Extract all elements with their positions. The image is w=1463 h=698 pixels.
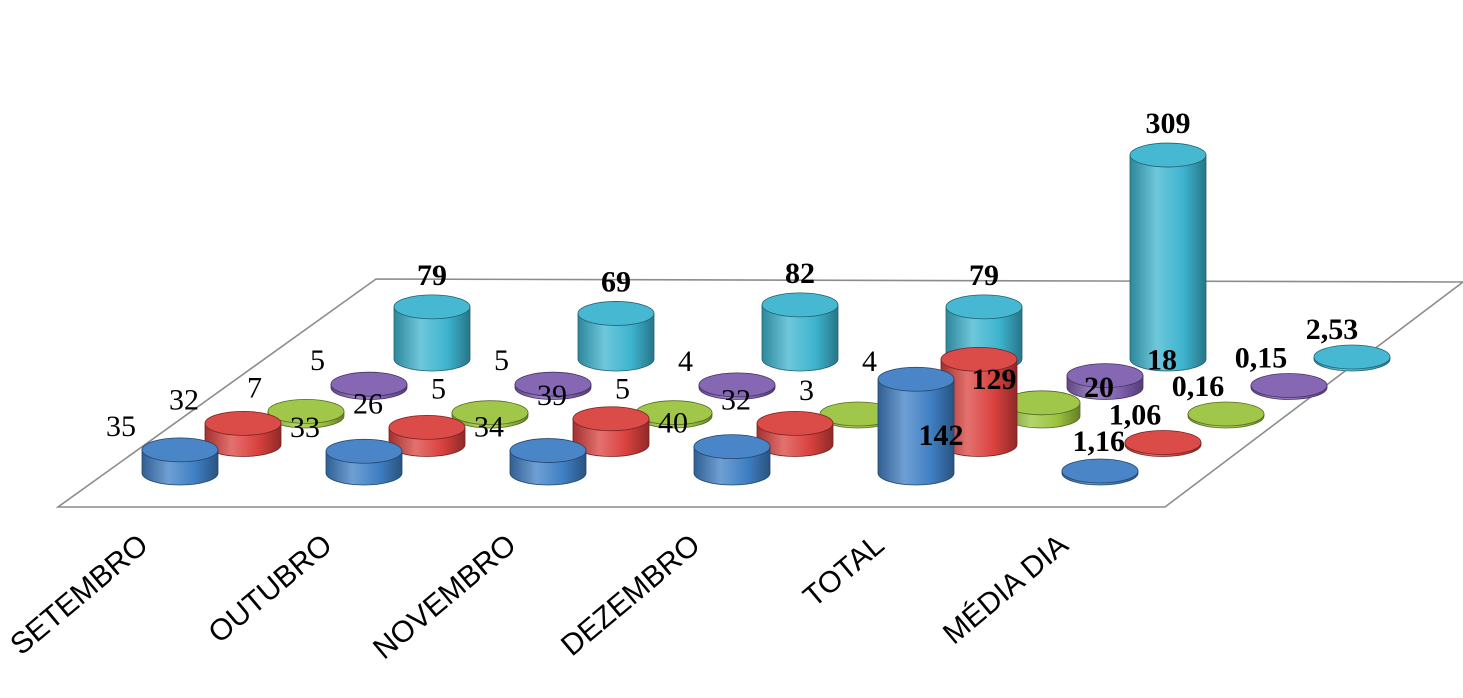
data-label: 4 [678,345,693,378]
cylinder-top [572,406,650,432]
data-label: 0,16 [1172,370,1225,403]
cylinder-bar [1066,363,1144,400]
cylinder-top [204,410,282,436]
data-label: 79 [969,259,999,292]
data-label: 18 [1147,344,1177,377]
cylinder-top [393,294,471,320]
cylinder-top [1066,363,1144,389]
data-label: 5 [494,344,509,377]
cylinder-bar [698,372,776,400]
cylinder-top [877,366,955,392]
data-label: 39 [537,379,567,412]
data-label: 2,53 [1306,313,1359,346]
cylinder-bar [1250,373,1328,400]
cylinder-top [451,400,529,426]
cylinder-side [393,306,471,372]
cylinder-bar [141,437,219,486]
data-label: 1,16 [1073,425,1126,458]
data-label: 26 [353,387,383,420]
bars-layer [141,142,1391,486]
data-label: 5 [310,344,325,377]
cylinder-bar [572,406,650,457]
data-label: 129 [972,363,1017,396]
cylinder-top [1061,458,1139,484]
cylinder-bar [1061,458,1139,486]
category-labels-layer: SETEMBRO OUTUBRO NOVEMBRO DEZEMBRO TOTAL MÉDI… [4,528,1074,666]
data-label: 142 [919,419,964,452]
cylinder-top [1250,373,1328,398]
cylinder-bar [1124,430,1202,457]
cylinder-bar [393,294,471,372]
cylinder-side [1129,154,1207,372]
cylinder-bar [1313,344,1391,372]
cylinder-top [1124,430,1202,455]
cylinder-top [330,371,408,397]
data-label: 40 [658,407,688,440]
cylinder-bar [514,371,592,400]
cylinder-top [1187,401,1265,427]
cylinder-top [761,292,839,318]
cylinder-bar [1129,142,1207,372]
data-label: 3 [799,374,814,407]
cylinder-bar [761,292,839,372]
cylinder-bar [388,414,466,457]
data-label: 0,15 [1235,342,1288,375]
data-label: 5 [431,373,446,406]
category-label: TOTAL [797,528,890,614]
data-label: 7 [247,371,262,404]
category-label: SETEMBRO [4,528,154,661]
cylinder-bar [940,346,1018,457]
data-label: 69 [601,265,631,298]
cylinder-bar [267,398,345,429]
cylinder-side [877,378,955,486]
cylinder-top [509,438,587,463]
cylinder-bar [330,371,408,400]
cylinder-top [1313,344,1391,370]
cylinder-top [388,414,466,440]
value-labels-layer: 79 69 82 79 309 2,53 5 5 4 4 18 0,15 7 5 5 3 20 0,16 32 26 3… [106,107,1358,458]
cylinder-bar [451,400,529,429]
cylinder-top [940,346,1018,372]
cylinder-top [325,438,403,464]
cylinder-top [577,301,655,326]
category-label: NOVEMBRO [367,528,522,666]
cylinder-top [698,372,776,398]
data-label: 4 [862,345,877,378]
cylinder-side [577,313,655,372]
cylinder-bar [877,366,955,486]
category-label: OUTUBRO [202,528,338,650]
series-group [393,142,1391,372]
cylinder-bar [509,438,587,486]
data-label: 32 [721,383,751,416]
data-label: 34 [474,411,504,444]
data-label: 35 [106,410,136,443]
cylinder-top [514,371,592,397]
data-label: 20 [1084,371,1114,404]
data-label: 1,06 [1109,399,1162,432]
cylinder-top [693,434,771,460]
category-label: MÉDIA DIA [937,528,1074,651]
cylinder-top [945,294,1023,320]
cylinder-side [761,304,839,372]
data-label: 5 [615,373,630,406]
cylinder-top [141,437,219,463]
data-label: 79 [417,259,447,292]
cylinder-bar [693,434,771,486]
data-label: 32 [169,383,199,416]
data-label: 33 [290,411,320,444]
cylinder-bar [204,410,282,457]
cylinder-top [267,398,345,424]
cylinder-bar [577,301,655,372]
category-label: DEZEMBRO [555,528,706,663]
data-label: 309 [1146,107,1191,140]
cylinder-top [1129,142,1207,168]
cylinder-top [756,410,834,436]
cylinder-bar [1187,401,1265,429]
cylinder-bar [325,438,403,486]
series-group [141,366,1139,486]
data-label: 82 [785,257,815,290]
